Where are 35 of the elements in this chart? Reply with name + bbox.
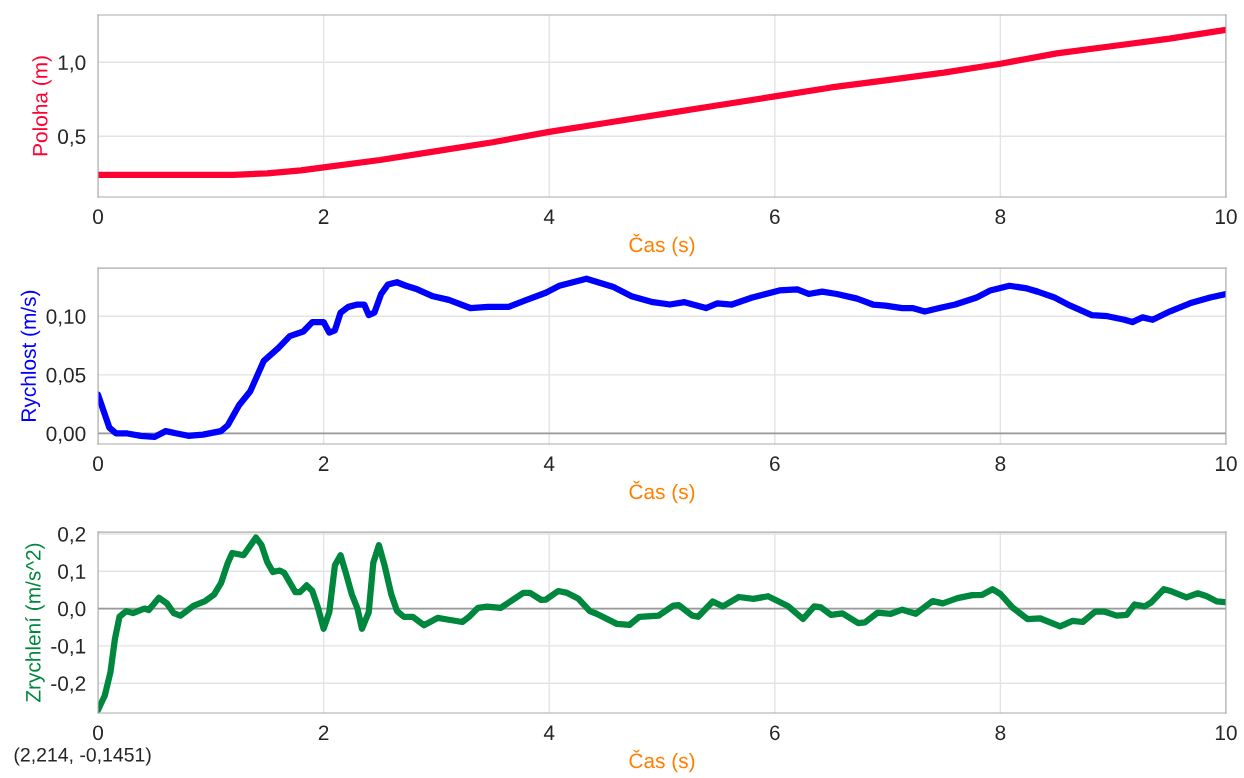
x-tick-label: 10 [1215,725,1237,741]
y-tick-label: 0,0 [58,601,86,619]
x-tick-label: 8 [995,209,1006,225]
text: (2,214, -0,1451) [14,747,151,766]
x-tick-label: 10 [1215,456,1237,472]
x-tick-label: 2 [318,456,329,471]
x-tick-label: 0 [93,209,104,225]
y-tick-label: 0,10 [46,309,86,327]
x-tick-label: 8 [995,725,1006,741]
y-axis-title: Rychlost (m/s) [20,290,41,421]
x-axis-title: Čas (s) [629,749,695,773]
x-tick-label: 2 [318,209,329,224]
x-tick-label: 0 [93,725,104,741]
x-axis-title: Čas (s) [629,480,695,504]
y-axis-title: Zrychlení (m/s^2) [25,543,45,703]
x-tick-label: 6 [770,209,780,225]
x-tick-label: 4 [543,456,555,471]
x-tick-label: 10 [1215,209,1237,225]
x-tick-label: 2 [318,725,329,740]
y-tick-label: 0,5 [58,129,86,147]
x-tick-label: 4 [543,209,555,224]
y-tick-label: 0,00 [46,426,86,444]
y-tick-label: 0,05 [46,367,86,386]
x-tick-label: 6 [770,725,780,741]
y-tick-label: 1,0 [58,55,86,73]
x-tick-label: 6 [770,456,780,472]
x-tick-label: 0 [93,456,104,472]
y-tick-label: 0,1 [58,564,86,582]
x-axis-title: Čas (s) [629,233,695,257]
y-tick-label: -0,2 [51,676,86,694]
x-tick-label: 8 [995,456,1006,472]
x-tick-label: 4 [543,725,555,740]
y-tick-label: 0,2 [58,526,86,545]
y-tick-label: -0,1 [51,638,86,657]
y-axis-title: Poloha (m) [32,56,52,156]
